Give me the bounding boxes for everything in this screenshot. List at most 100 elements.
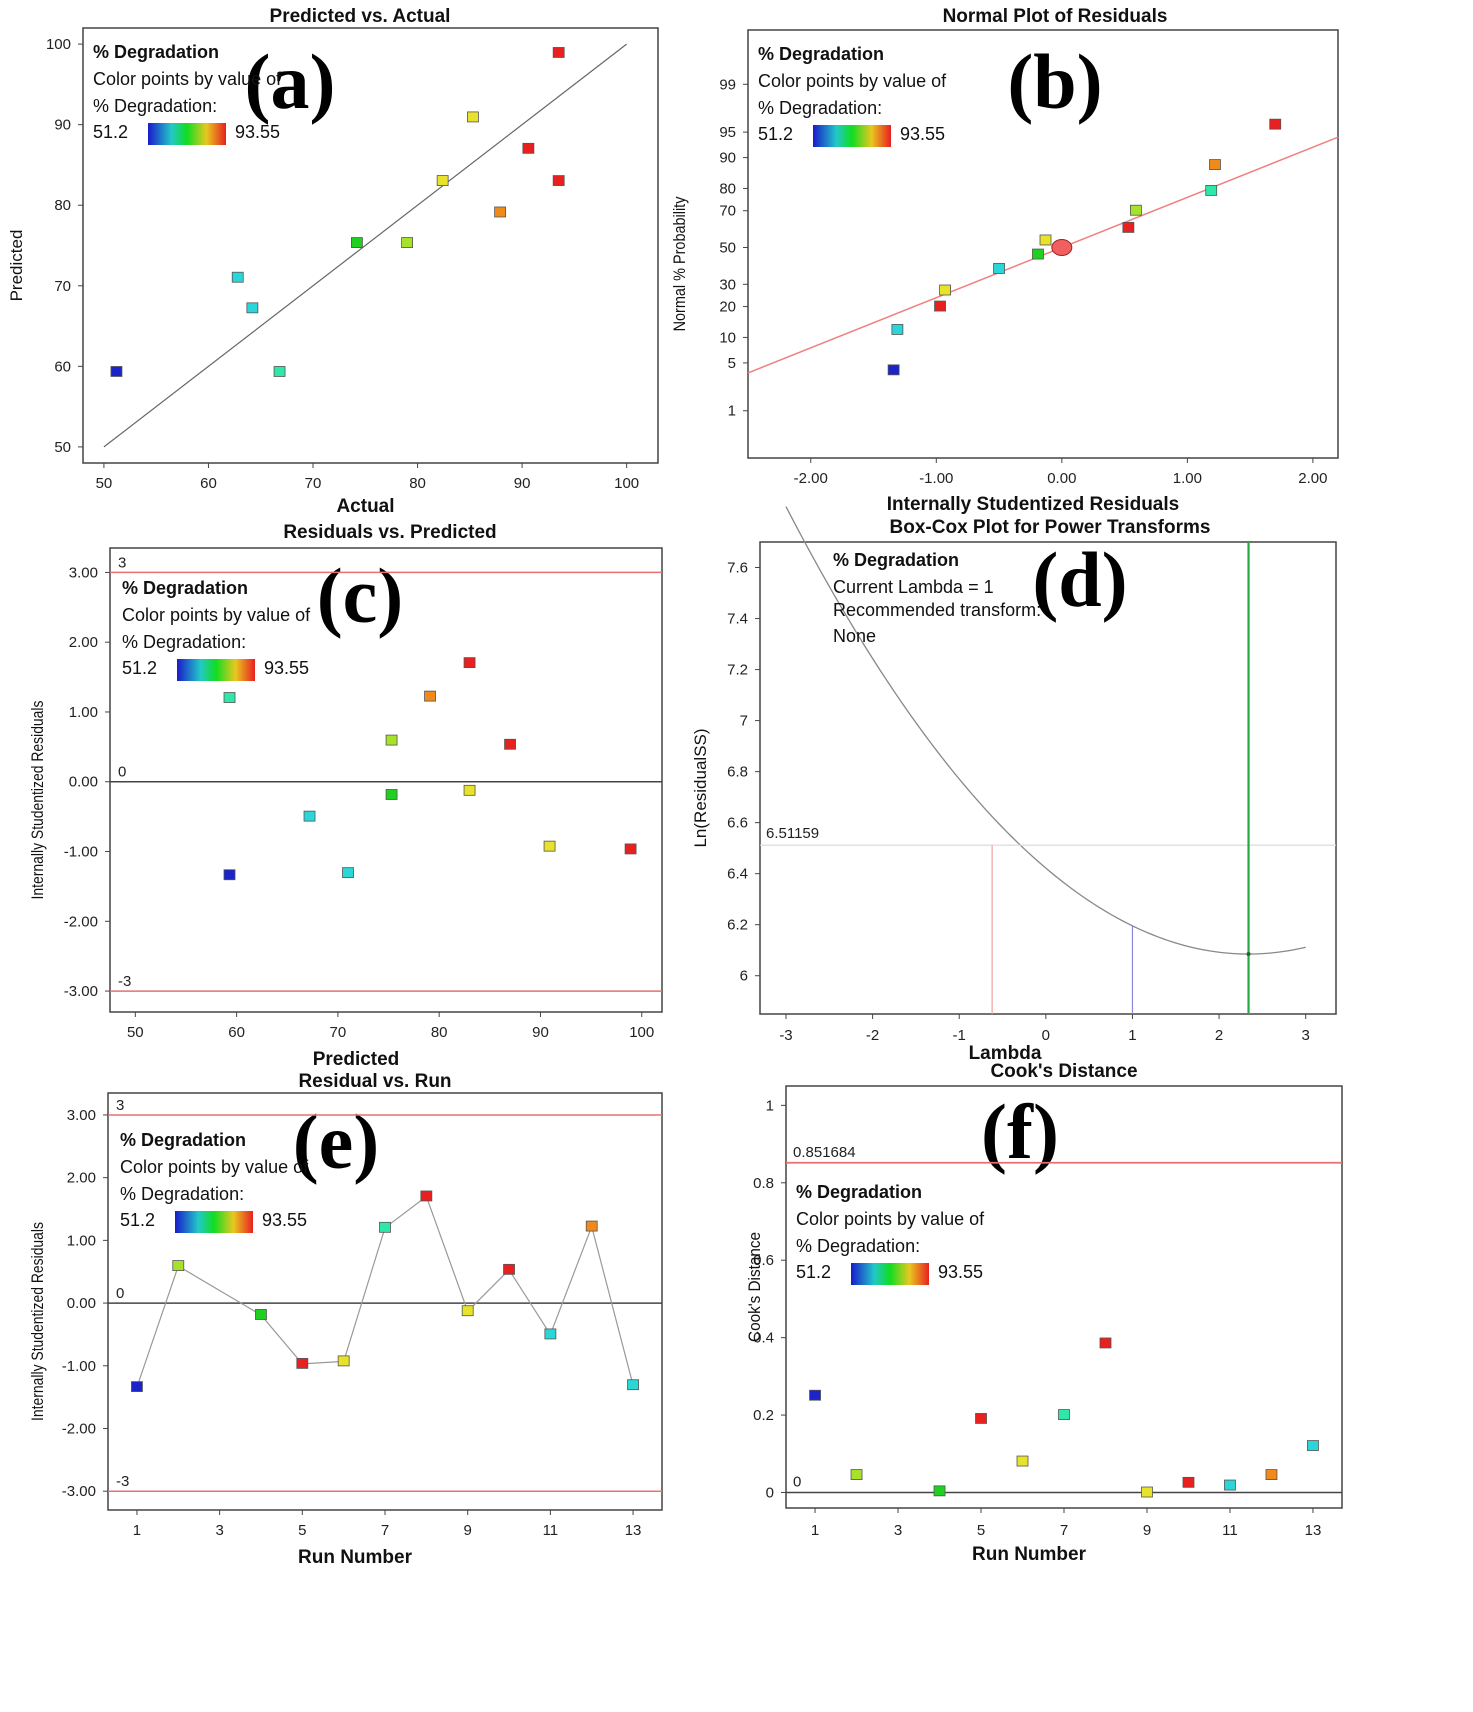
- legend-title: % Degradation: [93, 42, 219, 62]
- legend-line2: % Degradation:: [758, 98, 882, 118]
- x-tick-label: 70: [305, 475, 322, 492]
- data-point: [255, 1309, 267, 1320]
- data-point: [1182, 1476, 1195, 1488]
- color-legend-a: % Degradation Color points by value of % D…: [93, 42, 282, 145]
- x-tick-label: 2: [1215, 1027, 1223, 1044]
- y-tick-label: 50: [719, 240, 736, 257]
- panel-label-b: (b): [1007, 38, 1102, 125]
- legend-line1: Color points by value of: [758, 71, 947, 91]
- y-tick-label: 1: [766, 1097, 774, 1114]
- data-point: [1032, 248, 1044, 260]
- y-tick-label: 50: [54, 439, 71, 456]
- color-legend-e: % Degradation Color points by value of % D…: [120, 1130, 309, 1233]
- x-tick-label: 7: [1060, 1522, 1068, 1539]
- legend-line1: Color points by value of: [796, 1209, 985, 1229]
- data-point: [246, 302, 259, 314]
- recommended-value-text: None: [833, 626, 876, 646]
- x-axis-label: Run Number: [298, 1547, 413, 1568]
- y-tick-label: -3.00: [62, 1483, 96, 1500]
- y-tick-label: -1.00: [64, 844, 98, 861]
- data-point: [585, 1220, 598, 1232]
- legend-line2: % Degradation:: [796, 1236, 920, 1256]
- y-axis-label: Internally Studentized Residuals: [29, 1222, 48, 1421]
- legend-line1: Color points by value of: [93, 69, 282, 89]
- x-axis-label: Run Number: [972, 1544, 1087, 1565]
- data-point: [351, 237, 363, 248]
- center-point-marker: [1051, 239, 1073, 257]
- data-point: [436, 175, 449, 186]
- data-point: [1016, 1455, 1029, 1467]
- y-tick-label: 95: [719, 124, 736, 141]
- y-tick-label: 90: [54, 117, 71, 134]
- identity-line: [103, 43, 628, 448]
- data-point: [296, 1357, 309, 1369]
- data-point: [223, 869, 236, 881]
- zero-ref-label: 0: [118, 764, 126, 781]
- y-tick-label: 70: [54, 278, 71, 295]
- data-point: [1269, 118, 1282, 130]
- data-point: [1141, 1486, 1153, 1498]
- legend-max: 93.55: [938, 1262, 983, 1282]
- plot-frame-b: [747, 29, 1339, 459]
- panel-title-c: Residuals vs. Predicted: [283, 522, 496, 543]
- ci-value-label: 6.51159: [766, 825, 819, 842]
- panel-title-a: Predicted vs. Actual: [270, 6, 451, 27]
- data-point: [379, 1221, 391, 1233]
- legend-min: 51.2: [122, 658, 157, 678]
- x-tick-label: 80: [409, 475, 426, 492]
- x-tick-label: -2.00: [794, 470, 828, 487]
- zero-ref-label: 0: [116, 1285, 124, 1302]
- x-tick-label: 11: [543, 1522, 559, 1539]
- legend-min: 51.2: [758, 124, 793, 144]
- y-tick-label: 0: [766, 1485, 774, 1502]
- x-tick-label: 90: [532, 1024, 549, 1041]
- y-tick-label: 80: [719, 180, 736, 197]
- data-point: [552, 175, 565, 186]
- data-point: [337, 1355, 350, 1367]
- cooks-limit-label: 0.851684: [793, 1144, 856, 1161]
- y-tick-label: 0.4: [753, 1330, 774, 1347]
- y-tick-label: 2.00: [69, 634, 98, 651]
- y-axis-label: Ln(ResidualSS): [691, 728, 710, 847]
- y-tick-label: 99: [719, 76, 736, 93]
- data-point: [850, 1469, 863, 1480]
- x-tick-label: 60: [228, 1024, 245, 1041]
- recommended-text: Recommended transform:: [833, 600, 1041, 620]
- legend-max: 93.55: [235, 122, 280, 142]
- y-tick-label: 0.2: [753, 1407, 774, 1424]
- plot-frame-f: [785, 1085, 1343, 1509]
- data-point: [933, 1485, 946, 1497]
- x-axis-label: Internally Studentized Residuals: [887, 494, 1179, 515]
- data-point: [420, 1190, 433, 1202]
- data-point: [385, 789, 398, 800]
- legend-title: % Degradation: [120, 1130, 246, 1150]
- data-point: [975, 1413, 987, 1424]
- x-tick-label: 0: [1042, 1027, 1050, 1044]
- legend-line2: % Degradation:: [122, 632, 246, 652]
- data-point: [467, 111, 479, 123]
- y-tick-label: 1.00: [69, 704, 98, 721]
- current-lambda-text: Current Lambda = 1: [833, 577, 994, 597]
- x-tick-label: 0.00: [1047, 470, 1076, 487]
- panel-label-a: (a): [245, 38, 336, 125]
- data-point: [624, 843, 637, 855]
- y-tick-label: 5: [728, 355, 736, 372]
- legend-max: 93.55: [900, 124, 945, 144]
- y-tick-label: 6.2: [727, 917, 748, 934]
- best-lambda-point: [1246, 952, 1251, 957]
- data-point: [303, 810, 316, 822]
- data-point: [1058, 1409, 1070, 1420]
- panel-label-f: (f): [981, 1088, 1059, 1175]
- run-order-line: [136, 1195, 634, 1388]
- color-legend-f: % Degradation Color points by value of % D…: [796, 1182, 985, 1285]
- panel-title-d: Box-Cox Plot for Power Transforms: [890, 517, 1211, 538]
- x-tick-label: 11: [1222, 1522, 1238, 1539]
- y-tick-label: -3.00: [64, 983, 98, 1000]
- x-tick-label: 1.00: [1173, 470, 1202, 487]
- x-axis-label: Predicted: [313, 1049, 400, 1070]
- y-tick-label: 1.00: [67, 1232, 96, 1249]
- legend-line2: % Degradation:: [93, 96, 217, 116]
- y-tick-label: 6.4: [727, 866, 748, 883]
- plot-frame-c: [109, 547, 663, 1013]
- boxcox-curve: [785, 506, 1306, 955]
